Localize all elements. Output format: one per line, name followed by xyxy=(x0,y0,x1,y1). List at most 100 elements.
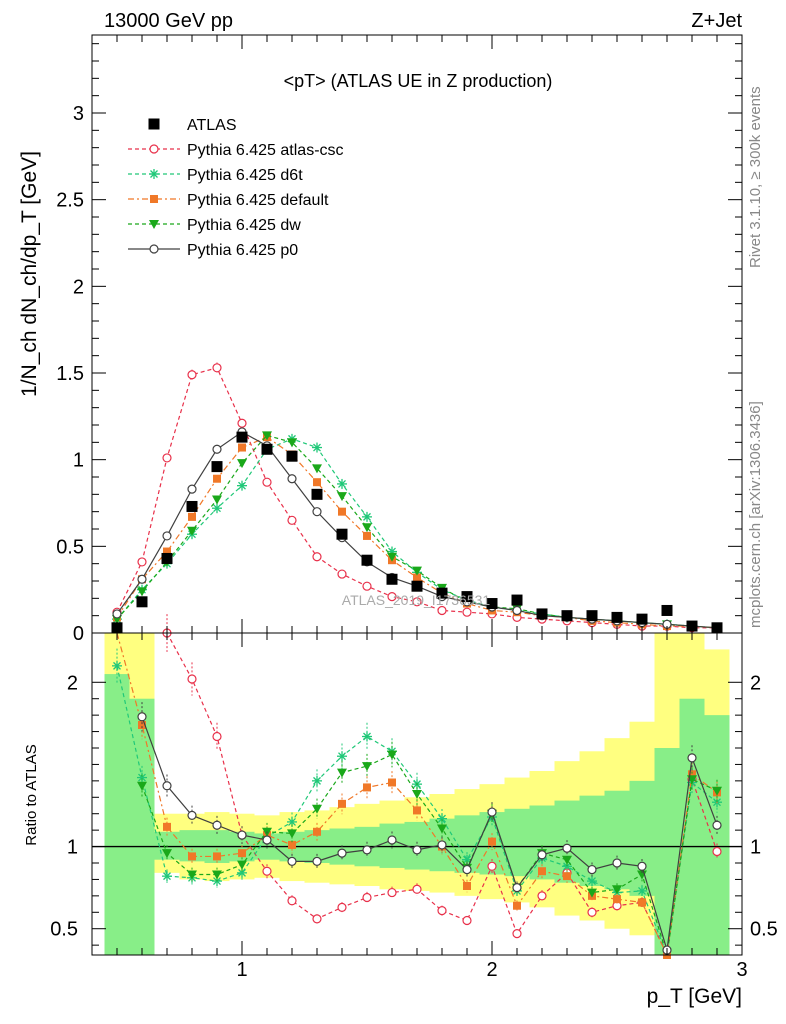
ratio-series-1-point-stroke xyxy=(638,886,646,895)
main-series-1-point xyxy=(362,511,372,522)
ratio-series-0-point xyxy=(337,902,347,912)
main-series-0-point xyxy=(412,597,422,607)
ratio-series-0-point xyxy=(212,731,222,742)
ratio-series-4-series xyxy=(137,702,722,955)
ratio-series-2-point xyxy=(488,837,496,846)
ratio-series-0-point xyxy=(487,861,497,871)
main-series-3-point xyxy=(187,526,197,536)
main-series-2-point xyxy=(313,478,321,487)
rivet-version-label: Rivet 3.1.10, ≥ 300k events xyxy=(747,86,764,268)
ratio-series-2-point xyxy=(413,806,421,815)
ratio-series-1-point-stroke xyxy=(338,752,346,761)
ratio-series-0-point xyxy=(287,896,297,906)
main-series-4-point xyxy=(162,531,172,541)
main-series-2-point xyxy=(338,507,346,516)
ratio-series-1-point-stroke xyxy=(563,862,571,871)
ratio-series-4-point xyxy=(137,712,147,722)
ratio-series-1-point-stroke xyxy=(363,732,371,741)
x-axis-title: p_T [GeV] xyxy=(647,985,742,1008)
main-series-4-point xyxy=(137,574,147,584)
ratio-y-tick-label-right: 0.5 xyxy=(750,919,778,941)
ratio-y-tick-label: 2 xyxy=(67,672,78,694)
ratio-series-4-point xyxy=(537,850,547,860)
main-series-4-point xyxy=(312,507,322,517)
ratio-series-1-point-stroke xyxy=(113,661,121,670)
main-series-3-point xyxy=(362,523,372,533)
main-series-1-point-stroke xyxy=(338,479,346,488)
atlas-data-point xyxy=(361,554,373,566)
ratio-series-3-point xyxy=(187,870,197,880)
ratio-panel-series xyxy=(112,614,722,959)
atlas-data-point xyxy=(436,587,448,599)
atlas-data-point xyxy=(561,610,573,622)
ratio-series-4-point xyxy=(712,820,722,830)
ratio-series-0-point xyxy=(462,915,472,926)
ratio-series-1-point xyxy=(337,751,347,762)
main-series-0-point xyxy=(212,363,222,373)
ratio-series-0-point xyxy=(537,891,547,901)
ratio-series-2-point xyxy=(613,895,621,904)
main-series-3-point xyxy=(287,438,297,448)
atlas-data-point xyxy=(511,594,523,606)
ratio-series-4-point xyxy=(462,864,472,875)
ratio-series-0-point xyxy=(512,929,522,939)
ratio-series-0-point xyxy=(262,866,272,876)
ratio-series-4-point xyxy=(562,843,572,853)
x-tick-label: 3 xyxy=(736,959,747,981)
ratio-series-4-point xyxy=(312,856,322,866)
ratio-series-3-point xyxy=(237,860,247,870)
ratio-band-inner xyxy=(379,823,405,868)
ratio-series-3-point xyxy=(387,750,397,760)
ratio-series-4-point xyxy=(387,835,397,845)
ratio-series-2-point xyxy=(363,783,371,792)
ratio-y-tick-label: 0.5 xyxy=(50,919,78,941)
legend-marker xyxy=(150,195,158,203)
ratio-series-0-point xyxy=(312,914,322,924)
atlas-data-point xyxy=(536,608,548,620)
ratio-series-2-point xyxy=(538,867,546,876)
x-tick-label: 1 xyxy=(236,959,247,981)
main-series-2-point xyxy=(413,573,421,582)
ratio-series-4-point xyxy=(262,835,272,845)
main-series-3-point xyxy=(312,464,322,474)
ratio-series-3-point xyxy=(287,829,297,839)
main-series-0-point xyxy=(337,569,347,579)
atlas-data-point xyxy=(286,450,298,462)
ratio-series-0-point xyxy=(187,674,197,684)
collision-label: 13000 GeV pp xyxy=(104,10,233,32)
ratio-band-inner xyxy=(704,715,730,955)
main-series-3-point xyxy=(262,431,272,441)
ratio-series-0-point xyxy=(387,887,397,898)
ratio-band-inner xyxy=(654,748,680,955)
main-y-tick-label: 1 xyxy=(73,450,84,472)
legend: ATLAS Pythia 6.425 atlas-csc Pythia 6.425 … xyxy=(128,117,344,259)
ratio-band-inner xyxy=(679,698,705,955)
main-y-axis-title: 1/N_ch dN_ch/dp_T [GeV] xyxy=(18,151,41,397)
main-series-0-point xyxy=(137,557,147,567)
process-label: Z+Jet xyxy=(691,10,742,32)
main-series-1-point xyxy=(212,503,222,514)
ratio-series-3-point xyxy=(587,888,597,898)
ratio-series-3-point xyxy=(312,804,322,814)
ratio-series-2-point xyxy=(213,852,221,861)
ratio-series-4-point xyxy=(687,753,697,763)
legend-atlas-label: ATLAS xyxy=(187,117,237,134)
ratio-series-2-point xyxy=(288,840,296,849)
main-series-4-point xyxy=(512,605,522,616)
main-series-2-point xyxy=(238,443,246,452)
ratio-series-1-point xyxy=(137,772,147,783)
ratio-series-1-point-stroke xyxy=(163,872,171,881)
ratio-series-3-point xyxy=(612,885,622,895)
main-series-1-point xyxy=(337,478,347,489)
main-series-0-point xyxy=(187,370,197,380)
ratio-series-0-series-line xyxy=(166,632,718,958)
ratio-series-2-series xyxy=(116,632,721,959)
main-series-2-point xyxy=(363,531,371,540)
analysis-watermark: ATLAS_2019_I1736531 xyxy=(342,592,491,608)
main-series-1-point-stroke xyxy=(213,504,221,513)
legend-atlas-marker xyxy=(148,118,160,130)
ratio-series-0-point xyxy=(362,892,372,903)
ratio-series-3-point xyxy=(137,781,147,791)
ratio-series-1-point-stroke xyxy=(588,877,596,886)
